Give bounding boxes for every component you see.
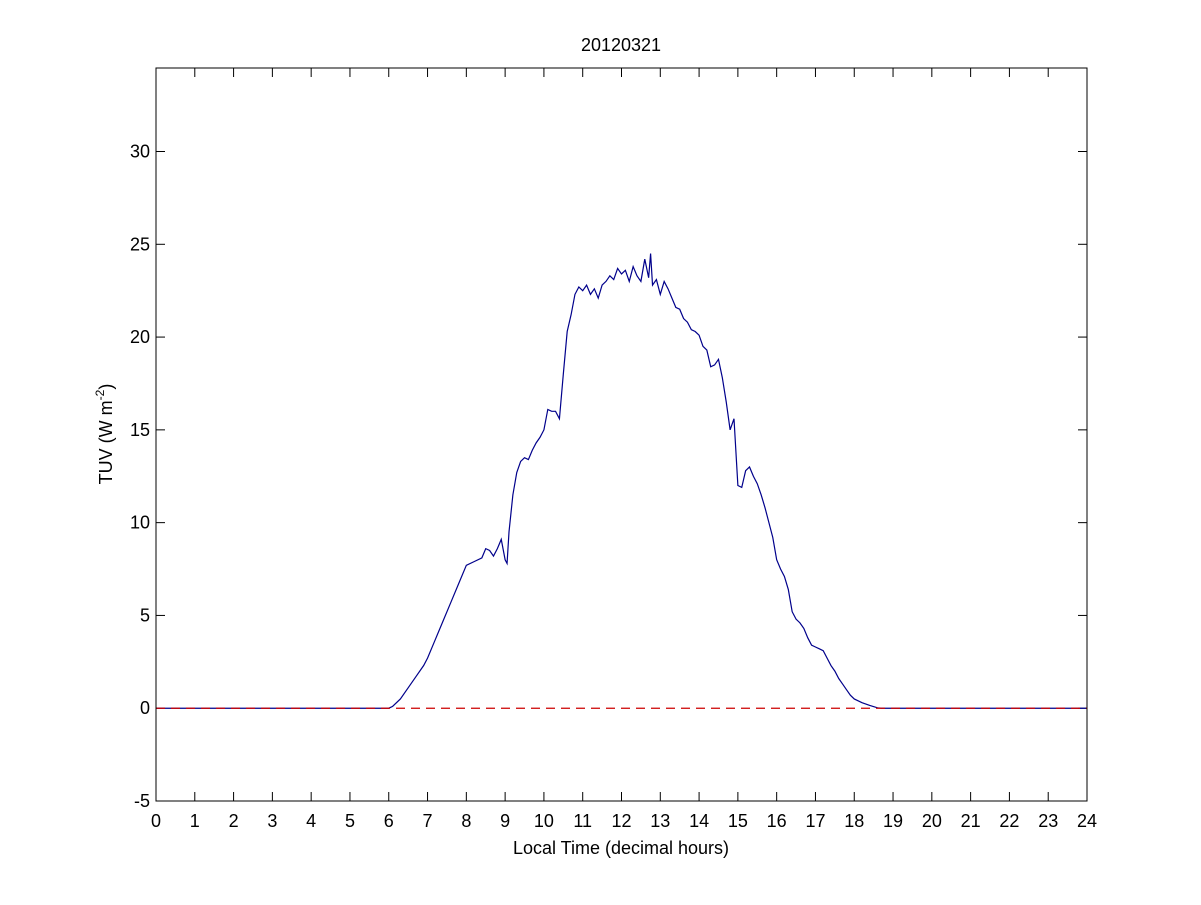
x-axis-label: Local Time (decimal hours) xyxy=(513,838,729,858)
x-tick-label: 14 xyxy=(689,811,709,831)
chart-title: 20120321 xyxy=(581,35,661,55)
y-tick-label: -5 xyxy=(134,791,150,811)
x-tick-label: 16 xyxy=(767,811,787,831)
x-tick-label: 22 xyxy=(999,811,1019,831)
x-tick-label: 24 xyxy=(1077,811,1097,831)
x-tick-label: 9 xyxy=(500,811,510,831)
y-axis-label-suffix: ) xyxy=(96,384,116,390)
x-tick-label: 1 xyxy=(190,811,200,831)
x-tick-label: 15 xyxy=(728,811,748,831)
tuv-series-line xyxy=(156,253,1087,709)
x-tick-label: 6 xyxy=(384,811,394,831)
y-tick-label: 30 xyxy=(130,142,150,162)
x-tick-label: 12 xyxy=(611,811,631,831)
x-tick-label: 4 xyxy=(306,811,316,831)
x-tick-label: 8 xyxy=(461,811,471,831)
plot-series xyxy=(156,253,1087,709)
x-tick-label: 19 xyxy=(883,811,903,831)
x-tick-label: 7 xyxy=(423,811,433,831)
x-tick-label: 23 xyxy=(1038,811,1058,831)
x-tick-label: 17 xyxy=(805,811,825,831)
axes: 0 1 2 3 4 5 6 7 8 9 10 11 12 13 14 15 16 17 18 19 20 21 22 23 24… xyxy=(130,68,1097,831)
y-axis-label: TUV (W m-2) xyxy=(93,384,116,485)
y-axis-label-superscript: -2 xyxy=(93,389,107,400)
x-tick-label: 10 xyxy=(534,811,554,831)
x-tick-label: 3 xyxy=(267,811,277,831)
y-tick-label: 25 xyxy=(130,234,150,254)
x-tick-label: 13 xyxy=(650,811,670,831)
x-tick-label: 11 xyxy=(573,811,592,831)
y-tick-label: 20 xyxy=(130,327,150,347)
y-tick-label: 0 xyxy=(140,698,150,718)
x-tick-label: 18 xyxy=(844,811,864,831)
y-tick-label: 10 xyxy=(130,513,150,533)
x-tick-label: 2 xyxy=(229,811,239,831)
x-tick-label: 0 xyxy=(151,811,161,831)
y-tick-label: 15 xyxy=(130,420,150,440)
y-axis-label-text: TUV (W m xyxy=(96,400,116,484)
plot-frame xyxy=(155,67,1088,802)
y-tick-label: 5 xyxy=(140,605,150,625)
x-tick-label: 20 xyxy=(922,811,942,831)
x-tick-label: 5 xyxy=(345,811,355,831)
x-tick-label: 21 xyxy=(961,811,981,831)
